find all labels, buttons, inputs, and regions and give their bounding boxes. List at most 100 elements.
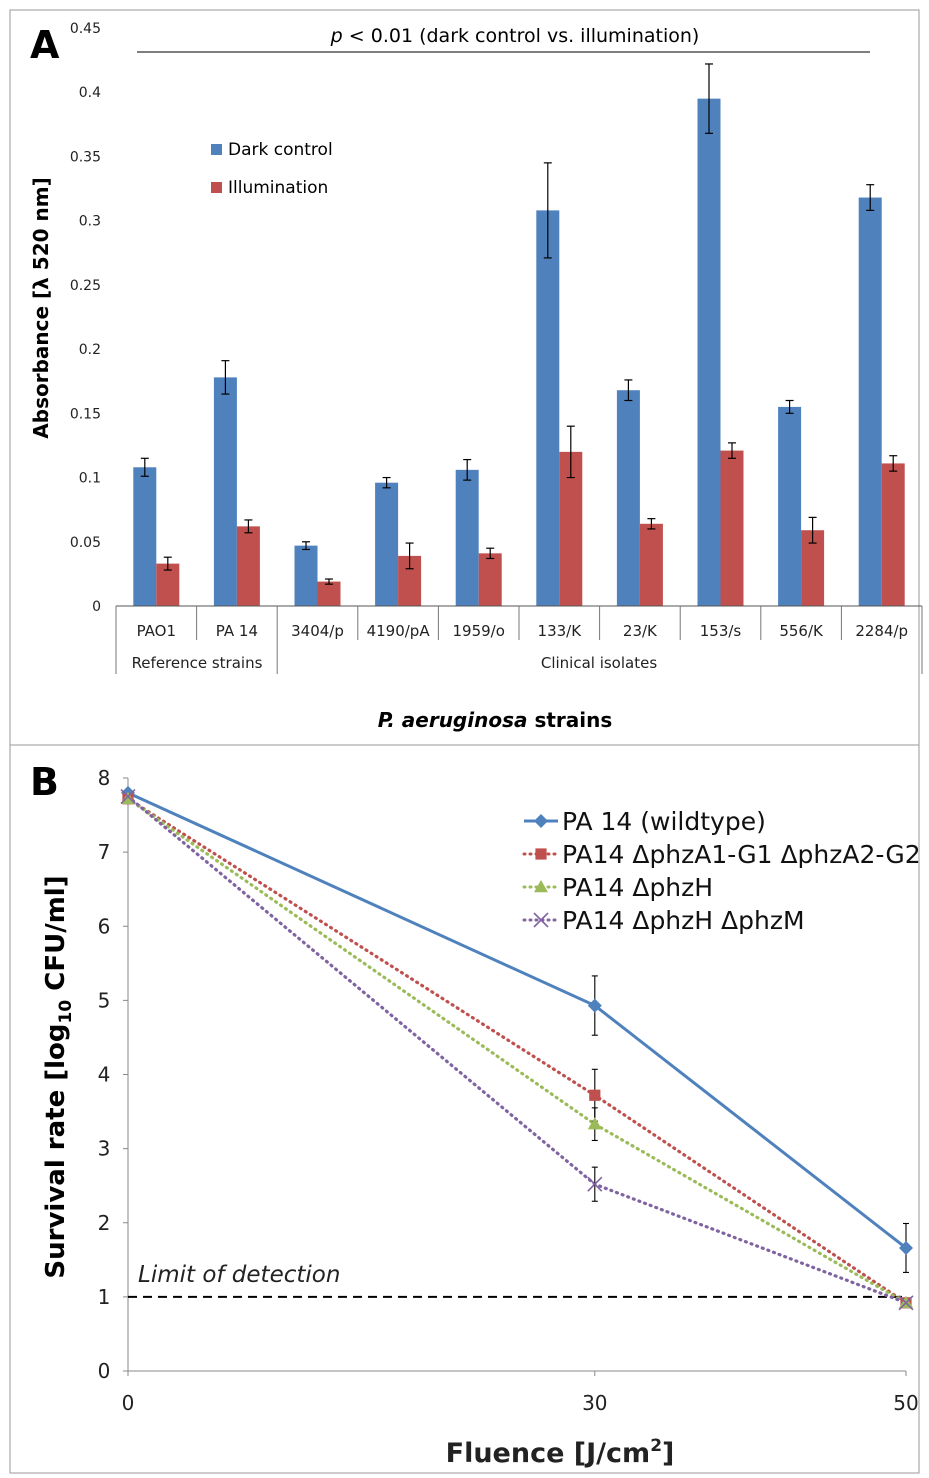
a-category-label: PAO1 xyxy=(137,622,176,640)
b-y-tick-label: 6 xyxy=(98,914,111,938)
error-bar-illumination-1959-o xyxy=(486,547,495,560)
b-y-tick-label: 1 xyxy=(98,1285,111,1309)
b-legend: PA 14 (wildtype) PA14 ΔphzA1-G1 ΔphzA2-G2… xyxy=(522,807,921,935)
a-y-axis-title: Absorbance [λ 520 nm] xyxy=(29,177,53,438)
bar-dark-control-133-k xyxy=(536,210,560,606)
legend-item-pa14-phza1-g1-phza2-g2: PA14 ΔphzA1-G1 ΔphzA2-G2 xyxy=(522,840,921,869)
legend-swatch-illumination xyxy=(211,182,222,193)
a-y-tick-label: 0.35 xyxy=(70,149,101,165)
error-bar-dark-control-3404-p xyxy=(302,541,310,551)
b-x-tick-label: 50 xyxy=(893,1391,918,1415)
error-bar-dark-control-4190-pa xyxy=(382,476,391,489)
error-bar-dark-control-133-k xyxy=(543,162,552,259)
bar-illumination-153-s xyxy=(720,450,744,606)
panel-b: B Survival rate [log10 CFU/ml] 0 1 2 3 4 5 6 7 8… xyxy=(9,744,921,1474)
marker-pa-14-wildtype-50 xyxy=(899,1240,913,1255)
error-bar-dark-control-556-k xyxy=(785,399,794,414)
b-x-tick-label: 30 xyxy=(582,1391,607,1415)
panel-a-border xyxy=(9,9,920,746)
bar-dark-control-23-k xyxy=(616,390,640,606)
marker-pa14-phzh-phzm-0 xyxy=(120,788,136,805)
a-x-axis-title: P. aeruginosa strains xyxy=(378,708,613,732)
b-y-axis-title: Survival rate [log10 CFU/ml] xyxy=(41,875,76,1278)
legend-marker-pa14-phza1-g1-phza2-g2 xyxy=(535,848,547,860)
b-y-ticks: 0 1 2 3 4 5 6 7 8 xyxy=(98,766,128,1383)
group-label-reference: Reference strains xyxy=(132,654,263,672)
a-category-label: 23/K xyxy=(623,622,658,640)
b-y-tick-label: 2 xyxy=(98,1211,111,1235)
a-category-labels: PAO1 PA 14 3404/p 4190/pA 1959/o 133/K 23/K 153… xyxy=(137,622,908,640)
error-bar-dark-control-23-k xyxy=(624,379,633,402)
panel-a-letter: A xyxy=(30,23,60,67)
error-bar-illumination-pa-14 xyxy=(244,519,253,534)
a-y-tick-label: 0.15 xyxy=(70,406,101,422)
a-category-label: 3404/p xyxy=(291,622,344,640)
a-legend: Dark control Illumination xyxy=(211,140,333,198)
bar-illumination-556-k xyxy=(801,530,825,606)
marker-pa-14-wildtype-30 xyxy=(587,998,602,1013)
a-y-ticks: 0 0.05 0.1 0.15 0.2 0.25 0.3 0.35 0.4 0.45 xyxy=(70,21,101,615)
b-y-tick-label: 7 xyxy=(98,840,111,864)
bar-dark-control-pa-14 xyxy=(213,377,237,606)
error-bar-illumination-3404-p xyxy=(325,578,333,585)
legend-label-pa14-phza1-g1-phza2-g2: PA14 ΔphzA1-G1 ΔphzA2-G2 xyxy=(562,840,921,869)
legend-marker-pa-14-wildtype xyxy=(534,814,548,828)
significance-label: p < 0.01 (dark control vs. illumination) xyxy=(330,25,700,47)
b-y-tick-label: 3 xyxy=(98,1137,111,1161)
a-y-tick-label: 0.4 xyxy=(79,85,101,101)
bar-illumination-1959-o xyxy=(478,553,502,606)
a-category-label: PA 14 xyxy=(216,622,258,640)
bar-illumination-23-k xyxy=(639,523,663,606)
bar-dark-control-3404-p xyxy=(294,545,318,606)
marker-pa14-phzh-phzm-50 xyxy=(898,1295,914,1311)
legend-marker-pa14-phzh-phzm xyxy=(533,912,549,928)
a-category-label: 2284/p xyxy=(855,622,908,640)
a-category-label: 556/K xyxy=(779,622,824,640)
bar-dark-control-pao1 xyxy=(133,467,157,606)
error-bar-dark-control-2284-p xyxy=(866,184,875,211)
bar-dark-control-153-s xyxy=(697,98,721,607)
a-y-tick-label: 0.3 xyxy=(79,214,101,230)
error-bar-dark-control-153-s xyxy=(705,63,713,134)
error-bar-illumination-556-k xyxy=(808,516,817,544)
error-bar-illumination-133-k xyxy=(566,425,575,479)
a-y-tick-label: 0.2 xyxy=(79,342,101,358)
legend-item-pa-14-wildtype: PA 14 (wildtype) xyxy=(524,807,766,836)
bar-illumination-pa-14 xyxy=(236,526,260,606)
error-bar-illumination-2284-p xyxy=(889,455,898,472)
b-y-tick-label: 8 xyxy=(98,766,111,790)
legend-label-pa14-phzh: PA14 ΔphzH xyxy=(562,873,713,902)
error-bar-dark-control-1959-o xyxy=(463,458,472,481)
b-y-tick-label: 5 xyxy=(98,988,111,1012)
b-y-tick-label: 4 xyxy=(98,1063,111,1087)
b-markers xyxy=(120,785,914,1311)
a-error-bars xyxy=(140,63,898,585)
error-bar-illumination-153-s xyxy=(728,442,736,459)
b-y-tick-label: 0 xyxy=(98,1359,111,1383)
bar-illumination-133-k xyxy=(559,451,583,606)
a-category-label: 133/K xyxy=(538,622,583,640)
legend-item-pa14-phzh: PA14 ΔphzH xyxy=(522,873,713,902)
legend-label-pa-14-wildtype: PA 14 (wildtype) xyxy=(562,807,766,836)
bar-dark-control-1959-o xyxy=(455,469,479,606)
error-bar-illumination-23-k xyxy=(647,518,656,530)
bar-illumination-2284-p xyxy=(881,463,905,606)
b-x-tick-label: 0 xyxy=(122,1391,135,1415)
error-bar-illumination-4190-pa xyxy=(405,542,414,570)
a-y-tick-label: 0.25 xyxy=(70,278,101,294)
bar-dark-control-556-k xyxy=(778,406,802,606)
a-y-tick-label: 0.05 xyxy=(70,535,101,551)
legend-label-pa14-phzh-phzm: PA14 ΔphzH ΔphzM xyxy=(562,906,805,935)
panel-b-border xyxy=(9,744,920,1474)
bar-illumination-3404-p xyxy=(317,581,341,606)
marker-pa14-phza1-g1-phza2-g2-30 xyxy=(589,1089,601,1101)
a-y-tick-label: 0 xyxy=(92,599,101,615)
a-y-tick-label: 0.45 xyxy=(70,21,101,37)
marker-pa14-phzh-phzm-30 xyxy=(587,1176,603,1192)
panel-b-letter: B xyxy=(30,760,59,804)
b-x-axis-title: Fluence [J/cm2] xyxy=(446,1436,675,1469)
a-category-label: 1959/o xyxy=(452,622,504,640)
panel-a: A p < 0.01 (dark control vs. illuminatio… xyxy=(9,9,923,746)
legend-swatch-dark-control xyxy=(211,144,222,155)
